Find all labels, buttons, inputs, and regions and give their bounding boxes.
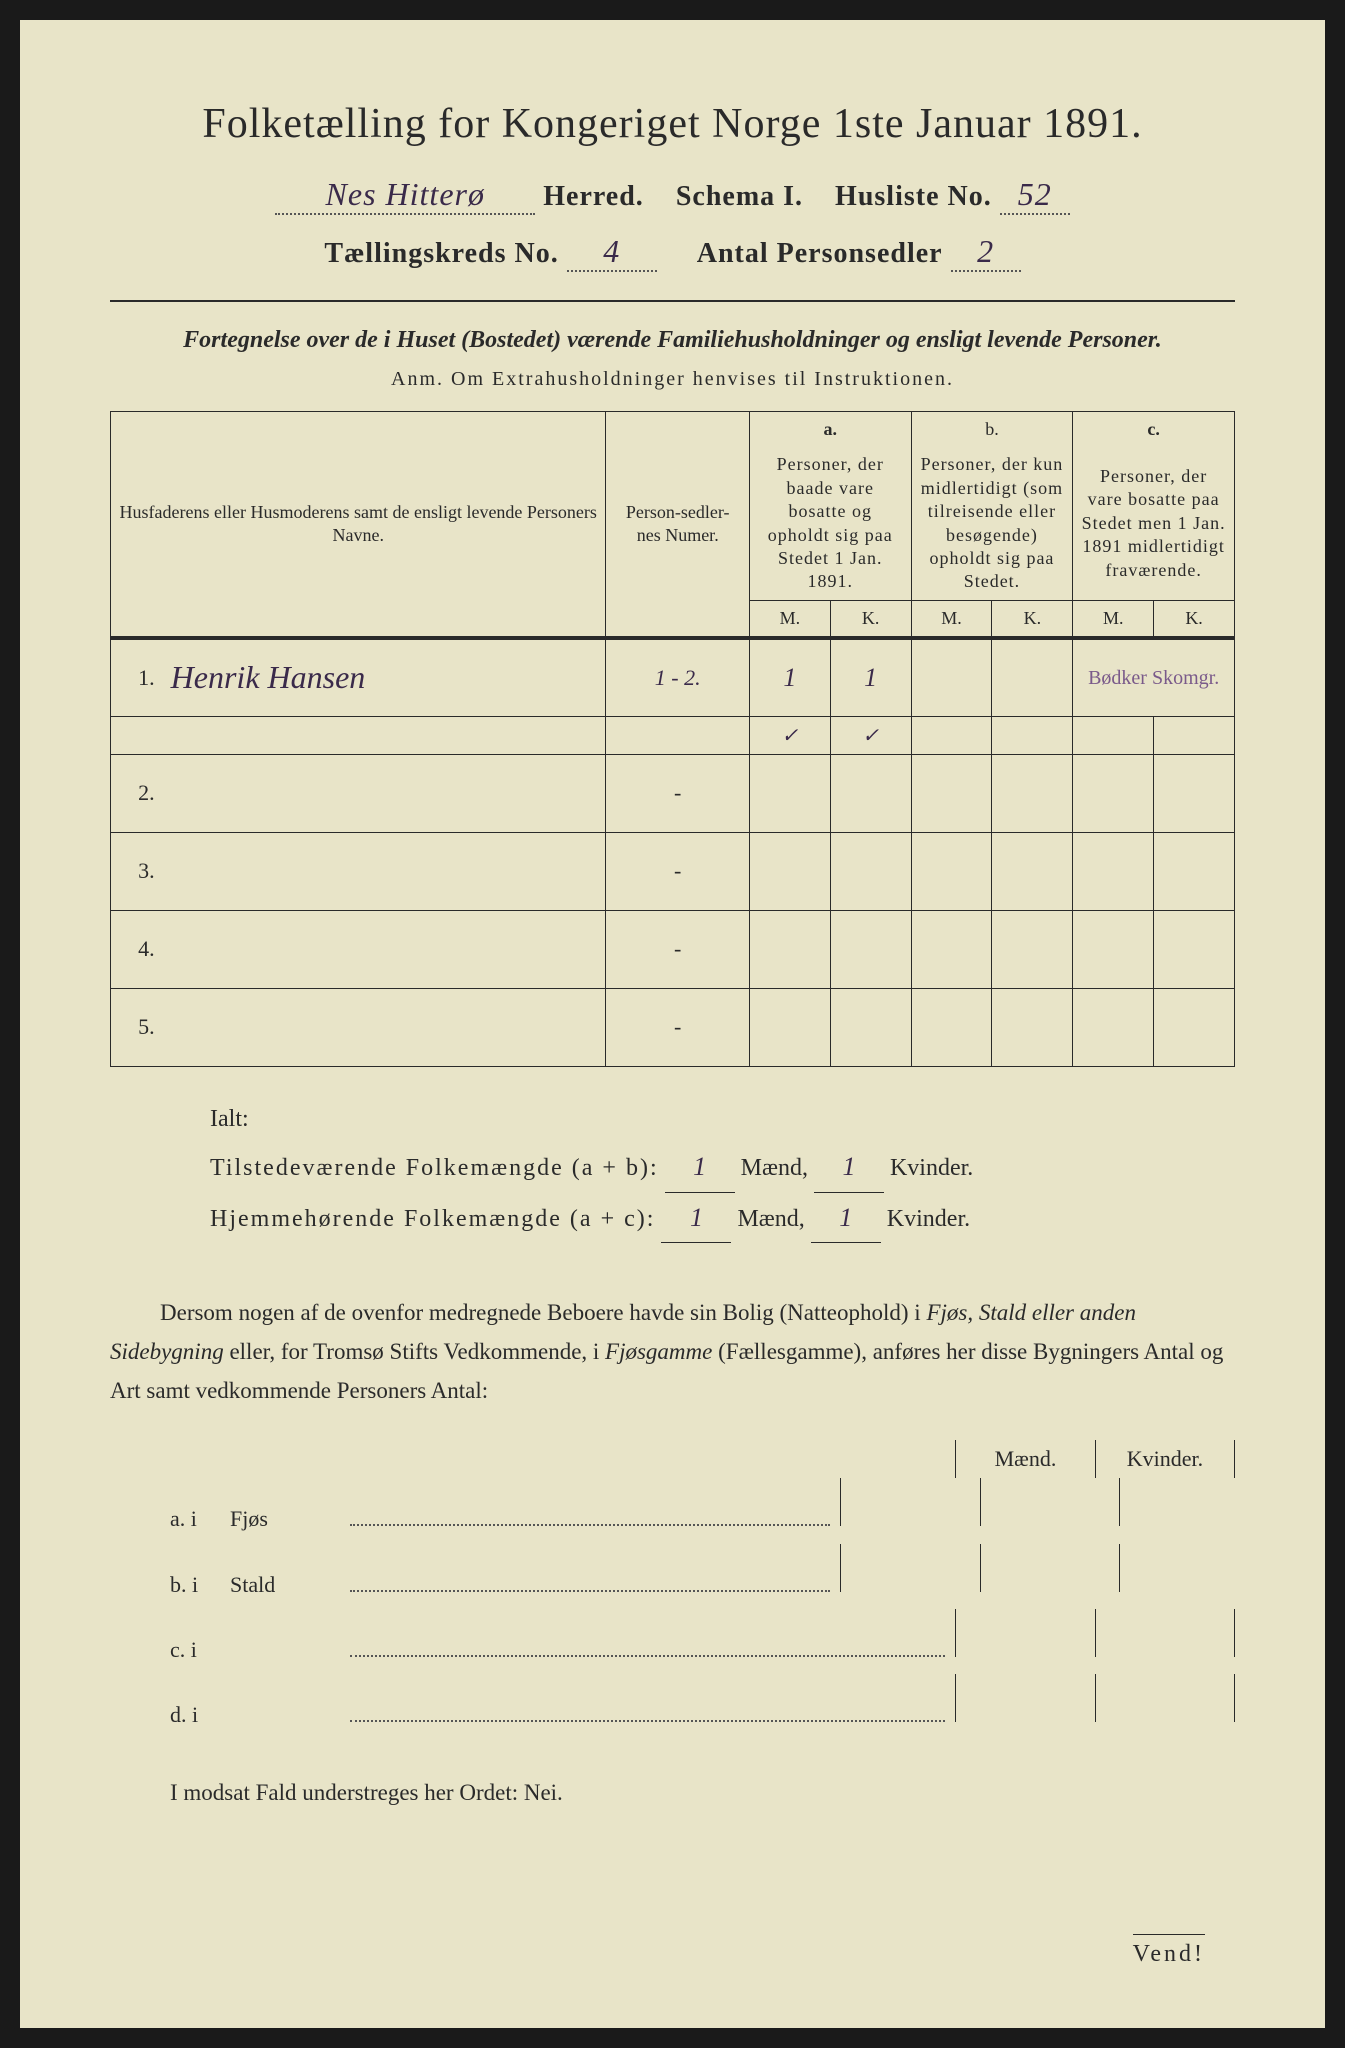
census-tbody: 1. Henrik Hansen 1 - 2. 1 1 Bødker Skomg… <box>111 638 1235 1066</box>
divider-1 <box>110 300 1235 302</box>
col-a-k: K. <box>830 600 911 638</box>
building-paragraph: Dersom nogen af de ovenfor medregnede Be… <box>110 1293 1235 1410</box>
census-table: Husfaderens eller Husmoderens samt de en… <box>110 411 1235 1067</box>
personsedler-label: Antal Personsedler <box>697 238 943 269</box>
col-b-k: K. <box>992 600 1073 638</box>
subtitle: Fortegnelse over de i Huset (Bostedet) v… <box>110 322 1235 358</box>
table-row: 3. - <box>111 832 1235 910</box>
totals-line-2: Hjemmehørende Folkemængde (a + c): 1 Mæn… <box>210 1193 1235 1243</box>
building-row: a. i Fjøs <box>170 1478 1235 1543</box>
col-a-label: a. <box>749 412 911 448</box>
totals-block: Ialt: Tilstedeværende Folkemængde (a + b… <box>210 1097 1235 1243</box>
mk-header: Mænd. Kvinder. <box>110 1440 1235 1478</box>
check-row: ✓ ✓ <box>111 716 1235 754</box>
resident-men: 1 <box>661 1193 731 1243</box>
col-a-m: M. <box>749 600 830 638</box>
header-line-2: Tællingskreds No. 4 Antal Personsedler 2 <box>110 233 1235 272</box>
husliste-value: 52 <box>1000 176 1070 215</box>
nei-line: I modsat Fald understreges her Ordet: Ne… <box>170 1780 1235 1806</box>
header-line-1: Nes Hitterø Herred. Schema I. Husliste N… <box>110 176 1235 215</box>
table-row: 4. - <box>111 910 1235 988</box>
table-row: 5. - <box>111 988 1235 1066</box>
col-c-m: M. <box>1073 600 1154 638</box>
anm-note: Anm. Om Extrahusholdninger henvises til … <box>110 368 1235 391</box>
kvinder-label: Kvinder. <box>1095 1440 1235 1478</box>
building-row: c. i <box>170 1609 1235 1674</box>
totals-line-1: Tilstedeværende Folkemængde (a + b): 1 M… <box>210 1142 1235 1192</box>
person-name: Henrik Hansen <box>171 659 366 695</box>
schema-label: Schema I. <box>676 181 803 212</box>
col-c-text: Personer, der vare bosatte paa Stedet me… <box>1073 447 1235 600</box>
page-title: Folketælling for Kongeriget Norge 1ste J… <box>110 100 1235 148</box>
herred-value: Nes Hitterø <box>275 176 535 215</box>
col-a-text: Personer, der baade vare bosatte og opho… <box>749 447 911 600</box>
building-row: d. i <box>170 1674 1235 1739</box>
building-row: b. i Stald <box>170 1544 1235 1609</box>
col-c-k: K. <box>1154 600 1235 638</box>
table-row: 1. Henrik Hansen 1 - 2. 1 1 Bødker Skomg… <box>111 638 1235 716</box>
col-b-m: M. <box>911 600 992 638</box>
table-row: 2. - <box>111 754 1235 832</box>
col-c-label: c. <box>1073 412 1235 448</box>
ialt-label: Ialt: <box>210 1097 1235 1143</box>
kreds-value: 4 <box>567 233 657 272</box>
row-annotation: Bødker Skomgr. <box>1073 638 1235 716</box>
husliste-label: Husliste No. <box>835 181 992 212</box>
kreds-label: Tællingskreds No. <box>324 238 558 269</box>
resident-women: 1 <box>811 1193 881 1243</box>
present-women: 1 <box>814 1142 884 1192</box>
col-b-label: b. <box>911 412 1073 448</box>
census-form-page: Folketælling for Kongeriget Norge 1ste J… <box>20 20 1325 2028</box>
vend-label: Vend! <box>1133 1934 1205 1968</box>
col-b-text: Personer, der kun midlertidigt (som tilr… <box>911 447 1073 600</box>
building-list: a. i Fjøs b. i Stald c. i d. i <box>170 1478 1235 1740</box>
col-names: Husfaderens eller Husmoderens samt de en… <box>111 412 606 639</box>
present-men: 1 <box>665 1142 735 1192</box>
personsedler-value: 2 <box>951 233 1021 272</box>
col-numer: Person-sedler-nes Numer. <box>606 412 749 639</box>
herred-label: Herred. <box>543 181 644 212</box>
maend-label: Mænd. <box>955 1440 1095 1478</box>
